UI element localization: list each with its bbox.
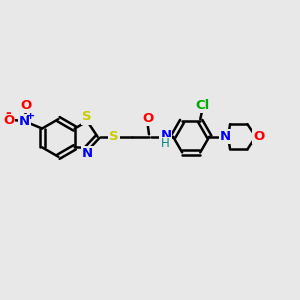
Text: Cl: Cl	[195, 99, 209, 112]
Text: -: -	[6, 106, 11, 120]
Text: O: O	[254, 130, 265, 143]
Text: O: O	[142, 112, 153, 125]
Text: O: O	[3, 114, 14, 127]
Text: H: H	[161, 137, 170, 151]
Text: N: N	[19, 115, 30, 128]
Text: N: N	[160, 129, 171, 142]
Text: N: N	[220, 130, 231, 143]
Text: S: S	[109, 130, 119, 143]
Text: S: S	[82, 110, 92, 124]
Text: O: O	[20, 99, 32, 112]
Text: +: +	[26, 111, 35, 121]
Text: N: N	[82, 147, 93, 161]
